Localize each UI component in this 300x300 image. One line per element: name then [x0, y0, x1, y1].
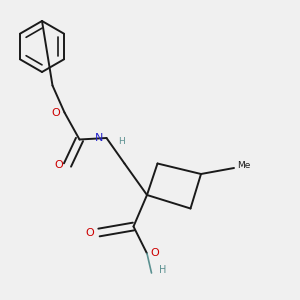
Text: Me: Me — [237, 160, 250, 169]
Text: O: O — [86, 227, 94, 238]
Text: O: O — [54, 160, 63, 170]
Text: O: O — [150, 248, 159, 259]
Text: N: N — [95, 133, 103, 143]
Text: H: H — [159, 265, 166, 275]
Text: H: H — [118, 136, 125, 146]
Text: O: O — [51, 107, 60, 118]
